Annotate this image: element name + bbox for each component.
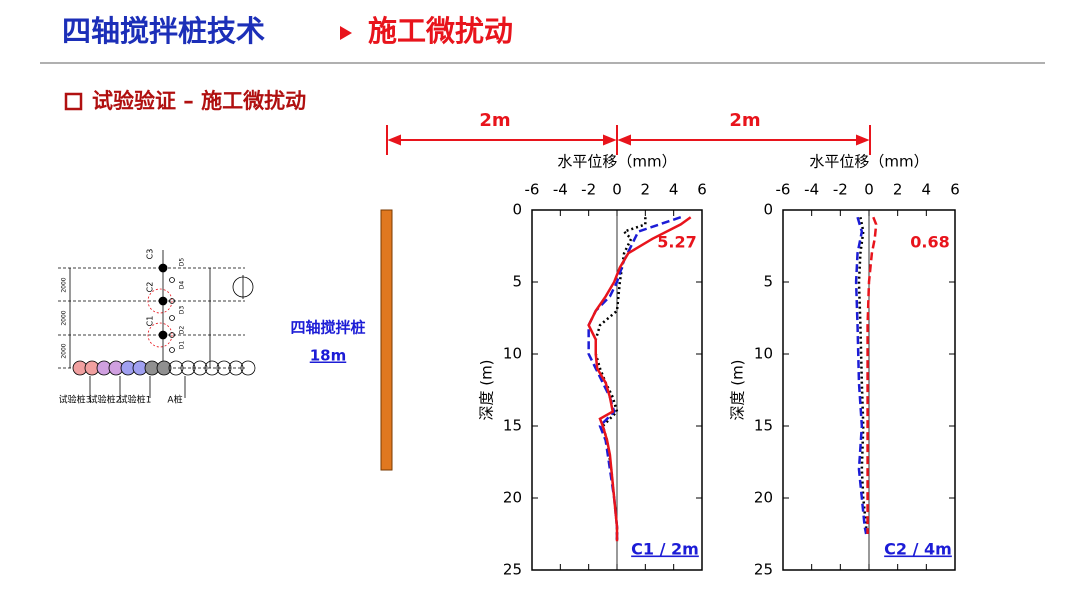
annotation: 0.68 [910, 233, 949, 252]
pile-label: 试验桩3 [59, 394, 92, 406]
bullet-box [64, 92, 83, 111]
d-label: D5 [179, 258, 186, 267]
y-tick-label: 20 [754, 489, 773, 507]
y-tick-label: 20 [503, 489, 522, 507]
annotation: C2 / 4m [884, 540, 952, 559]
y-tick-label: 25 [503, 561, 522, 579]
d-label: D3 [179, 306, 186, 315]
y-tick-label: 0 [512, 201, 522, 219]
y-tick-label: 0 [763, 201, 773, 219]
x-tick-label: -2 [581, 181, 596, 199]
d-label: D1 [179, 341, 186, 350]
pile-label: A桩 [167, 394, 182, 406]
point-label: C2 [146, 282, 155, 293]
dimension-label: 2m [479, 110, 510, 131]
x-tick-label: -6 [525, 181, 540, 199]
x-tick-label: -2 [833, 181, 848, 199]
x-tick-label: -4 [804, 181, 819, 199]
profile-line [854, 216, 868, 535]
spacing-label: 2000 [61, 310, 68, 325]
pile-name: 四轴搅拌桩 [290, 319, 365, 337]
pile-label: 试验桩1 [119, 394, 152, 406]
title-arrow [340, 26, 352, 40]
title-sub: 施工微扰动 [368, 14, 513, 48]
x-tick-label: 4 [922, 181, 932, 199]
x-tick-label: 2 [893, 181, 903, 199]
dimension-label: 2m [729, 110, 760, 131]
x-tick-label: 6 [950, 181, 960, 199]
y-tick-label: 10 [503, 345, 522, 363]
profile-line [866, 216, 878, 534]
annotation: C1 / 2m [631, 540, 699, 559]
x-tick-label: -6 [776, 181, 791, 199]
x-tick-label: 6 [697, 181, 707, 199]
section-title: 试验验证 – 施工微扰动 [92, 89, 306, 113]
y-tick-label: 25 [754, 561, 773, 579]
spacing-label: 2000 [61, 343, 68, 358]
x-axis-label: 水平位移（mm） [809, 153, 928, 171]
profile-line [587, 216, 682, 542]
d-label: D2 [179, 326, 186, 335]
profile-line [857, 216, 868, 534]
y-axis-label: 深度 (m) [729, 359, 747, 420]
dimension-line [386, 125, 871, 155]
annotation: 5.27 [657, 233, 696, 252]
spacing-label: 2000 [61, 277, 68, 292]
point-label: C3 [146, 249, 155, 260]
y-axis-label: 深度 (m) [478, 359, 496, 420]
profile-line [587, 216, 692, 542]
x-tick-label: 2 [641, 181, 651, 199]
pile-length: 18m [310, 347, 347, 365]
pile-bar [380, 209, 393, 471]
point-label: C1 [146, 316, 155, 327]
site-diagram [58, 250, 256, 398]
title-main: 四轴搅拌桩技术 [62, 14, 265, 48]
x-tick-label: 0 [864, 181, 874, 199]
d-label: D4 [179, 281, 186, 290]
x-axis-label: 水平位移（mm） [557, 153, 676, 171]
x-tick-label: -4 [553, 181, 568, 199]
y-tick-label: 5 [763, 273, 773, 291]
y-tick-label: 15 [754, 417, 773, 435]
x-tick-label: 0 [612, 181, 622, 199]
pile-label: 试验桩2 [89, 394, 122, 406]
y-tick-label: 10 [754, 345, 773, 363]
x-tick-label: 4 [669, 181, 679, 199]
y-tick-label: 15 [503, 417, 522, 435]
y-tick-label: 5 [512, 273, 522, 291]
